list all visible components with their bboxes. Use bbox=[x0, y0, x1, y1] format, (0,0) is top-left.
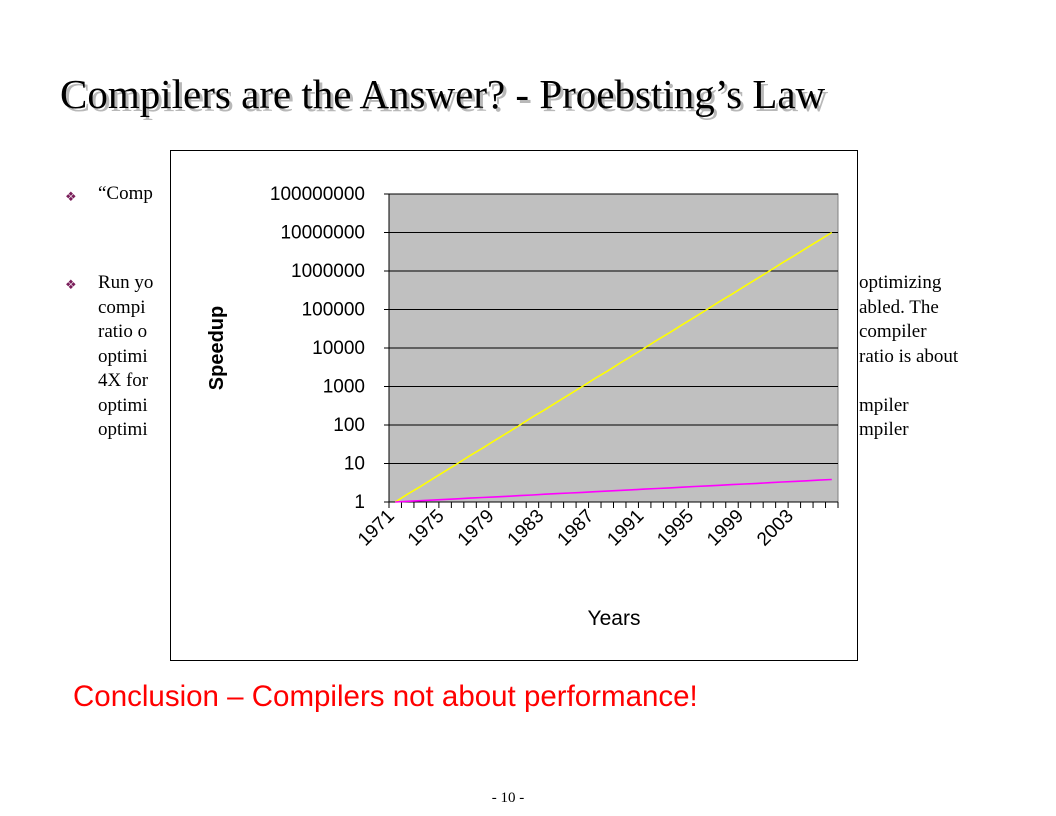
bullet-2-line: optimi bbox=[98, 345, 148, 367]
diamond-bullet-icon: ❖ bbox=[65, 278, 77, 293]
bullet-2-line: optimi bbox=[98, 394, 148, 416]
y-tick-label: 100 bbox=[333, 415, 365, 436]
y-tick-label: 10000 bbox=[312, 338, 365, 359]
bullet-2-line: ratio o bbox=[98, 321, 148, 342]
bullet-2-line: optimi bbox=[98, 419, 148, 440]
y-tick-label: 1000000 bbox=[291, 261, 365, 282]
bullet-2-right-line: abled. The bbox=[859, 296, 939, 318]
x-tick-label: 1983 bbox=[504, 506, 549, 551]
y-tick-label: 100000000 bbox=[270, 184, 365, 205]
x-tick-label: 2003 bbox=[753, 506, 798, 551]
series-line-2 bbox=[395, 478, 832, 503]
speedup-chart-svg: 100000000 10000000 1000000 100000 10000 1000 1… bbox=[206, 184, 839, 630]
x-tick-label: 1991 bbox=[603, 506, 648, 551]
series-line-1 bbox=[394, 231, 833, 503]
bullet-1-line: “Comp bbox=[98, 183, 153, 204]
x-tick-label: 1987 bbox=[554, 506, 599, 551]
bullet-2-right-line: compiler bbox=[859, 321, 927, 342]
x-axis-title: Years bbox=[588, 607, 641, 630]
bullet-2-right-line: optimizing bbox=[859, 272, 942, 293]
speedup-chart: 100000000 10000000 1000000 100000 10000 1000 1… bbox=[170, 150, 858, 661]
conclusion-text: Conclusion – Compilers not about perform… bbox=[73, 680, 698, 713]
bullet-2-line: Run yo bbox=[98, 272, 154, 293]
slide-title: Compilers are the Answer? - Proebsting’s… bbox=[60, 71, 826, 117]
y-tick-label: 1000 bbox=[323, 377, 365, 398]
x-tick-label: 1995 bbox=[653, 506, 698, 551]
y-tick-label: 10 bbox=[344, 454, 365, 475]
page-number: - 10 - bbox=[491, 790, 525, 806]
y-tick-label: 1 bbox=[354, 492, 365, 513]
x-tick-label: 1979 bbox=[454, 506, 499, 551]
bullet-2-line: compi bbox=[98, 296, 146, 318]
bullet-2-right-line: mpiler bbox=[859, 419, 909, 440]
bullet-2-right-line: mpiler bbox=[859, 394, 909, 416]
y-tick-label: 10000000 bbox=[280, 223, 365, 244]
diamond-bullet-icon: ❖ bbox=[65, 190, 77, 205]
y-axis-title: Speedup bbox=[206, 306, 228, 390]
x-tick-label: 1999 bbox=[703, 506, 748, 551]
x-tick-label: 1975 bbox=[404, 506, 449, 551]
bullet-2-right-line: ratio is about bbox=[859, 345, 959, 367]
y-tick-label: 100000 bbox=[302, 300, 365, 321]
bullet-2-line: 4X for bbox=[98, 370, 149, 391]
